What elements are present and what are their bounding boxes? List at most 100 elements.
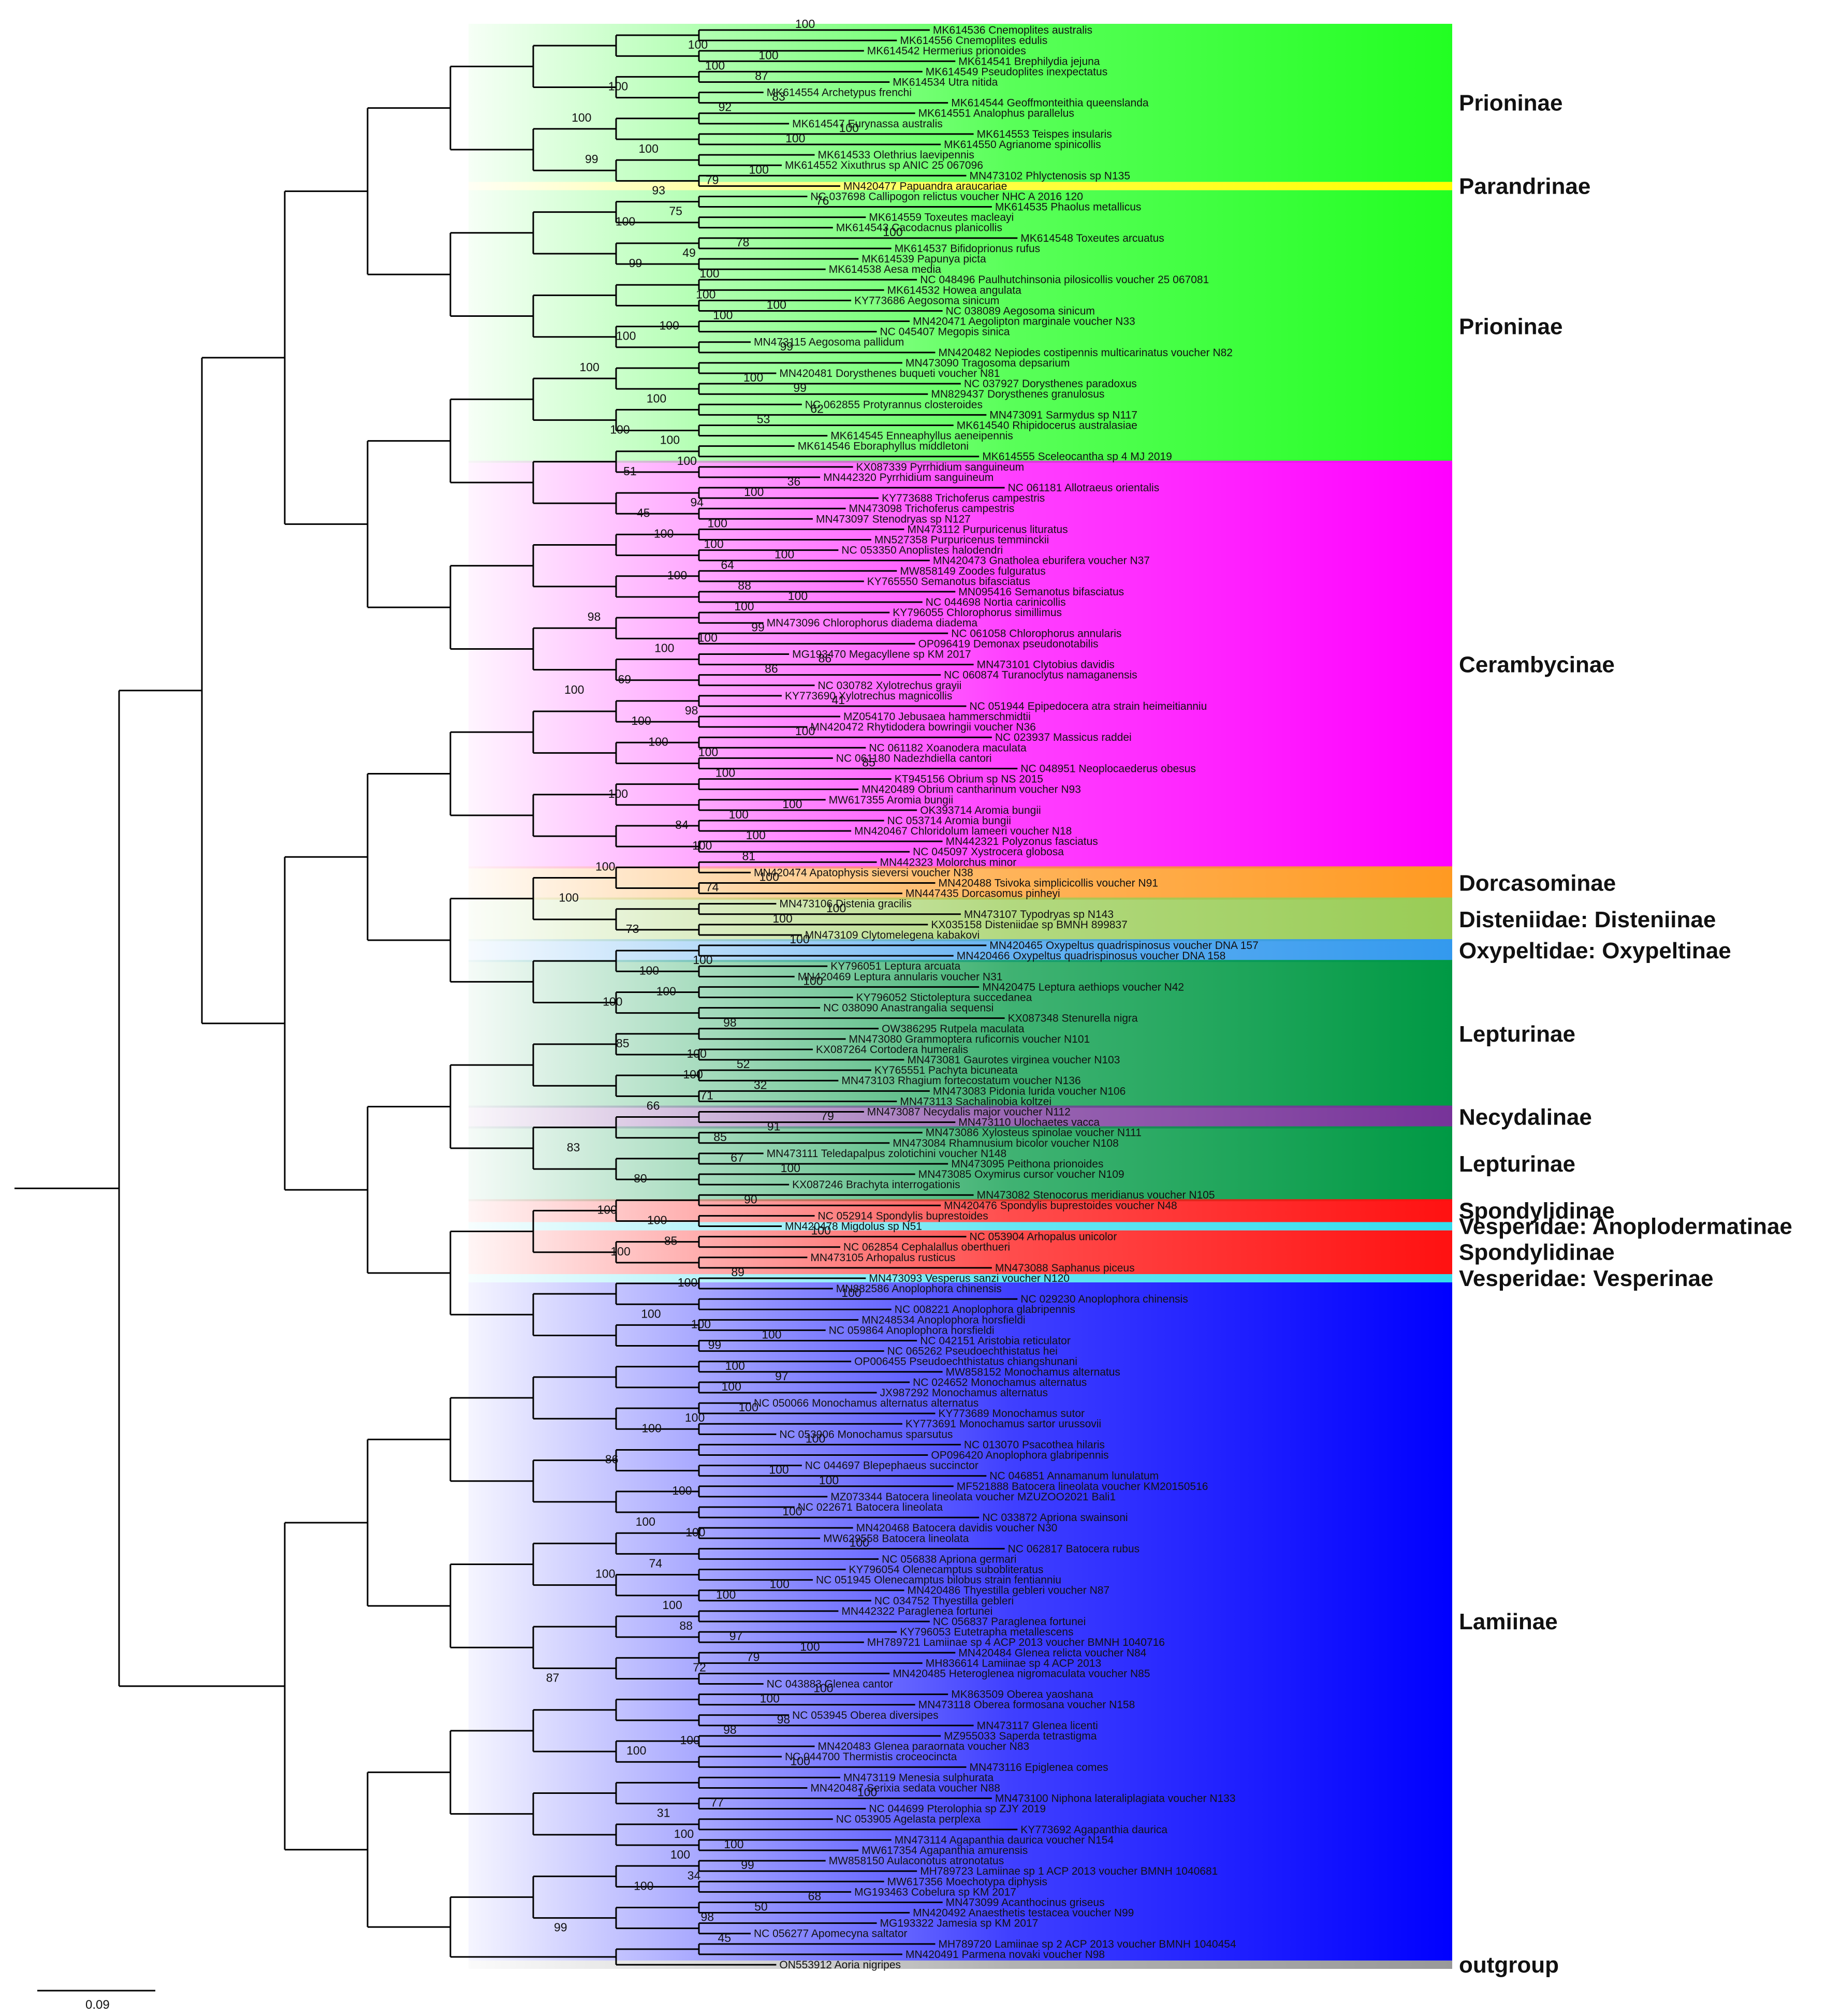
taxon-label: MW617355 Aromia bungii xyxy=(829,794,953,806)
taxon-label: OW386295 Rutpela maculata xyxy=(882,1023,1025,1035)
bootstrap-value: 100 xyxy=(616,329,636,343)
taxon-label: KT945156 Obrium sp NS 2015 xyxy=(895,773,1043,785)
bootstrap-value: 100 xyxy=(687,1047,707,1060)
bootstrap-value: 41 xyxy=(832,693,845,707)
bootstrap-value: 68 xyxy=(808,1890,822,1903)
bootstrap-value: 100 xyxy=(608,80,628,93)
taxon-label: NC 044700 Thermistis croceocincta xyxy=(785,1751,957,1763)
taxon-label: MK614539 Papunya picta xyxy=(861,253,986,265)
bootstrap-value: 100 xyxy=(715,766,735,780)
clade-label-oxy: Oxypeltidae: Oxypeltinae xyxy=(1459,938,1731,963)
taxon-label: MN473114 Agapanthia daurica voucher N154 xyxy=(895,1834,1114,1846)
taxon-label: MK614538 Aesa media xyxy=(829,264,941,275)
taxon-label: MN420492 Anaesthetis testacea voucher N9… xyxy=(913,1907,1134,1919)
taxon-label: MN473081 Gaurotes virginea voucher N103 xyxy=(908,1054,1120,1066)
taxon-label: MG193322 Jamesia sp KM 2017 xyxy=(880,1918,1039,1930)
bootstrap-value: 90 xyxy=(744,1192,757,1206)
taxon-label: NC 043883 Glenea cantor xyxy=(767,1678,893,1690)
taxon-label: NC 061181 Allotraeus orientalis xyxy=(1008,482,1160,494)
taxon-label: MN420482 Nepiodes costipennis multicarin… xyxy=(939,347,1233,359)
bootstrap-value: 100 xyxy=(806,1431,825,1445)
taxon-label: NC 033872 Apriona swainsoni xyxy=(982,1512,1128,1524)
bootstrap-value: 100 xyxy=(674,1827,694,1840)
bootstrap-value: 100 xyxy=(826,901,846,915)
taxon-label: KY773688 Trichoferus campestris xyxy=(882,492,1045,504)
taxon-label: KX035158 Disteniidae sp BMNH 899837 xyxy=(931,919,1127,931)
bootstrap-value: 99 xyxy=(741,1858,754,1872)
bootstrap-value: 80 xyxy=(634,1172,647,1185)
bootstrap-value: 100 xyxy=(785,132,805,145)
bootstrap-value: 69 xyxy=(618,673,632,686)
taxon-label: KY796054 Olenecamptus subobliteratus xyxy=(849,1564,1044,1576)
taxon-label: MZ955033 Saperda tetrastigma xyxy=(944,1730,1097,1742)
taxon-label: KY765551 Pachyta bicuneata xyxy=(874,1064,1018,1076)
bootstrap-value: 100 xyxy=(883,225,902,239)
taxon-label: MN420484 Glenea relicta voucher N84 xyxy=(958,1647,1146,1659)
taxon-label: OP006455 Pseudoechthistatus chiangshunan… xyxy=(854,1356,1077,1368)
taxon-label: NC 034752 Thyestilla gebleri xyxy=(874,1595,1014,1607)
taxon-label: MK614551 Analophus parallelus xyxy=(918,108,1074,120)
bootstrap-value: 100 xyxy=(758,48,778,62)
taxon-label: MN473115 Aegosoma pallidum xyxy=(754,337,904,348)
taxon-label: MK614559 Toxeutes macleayi xyxy=(869,212,1014,224)
clade-label-spond1: Spondylidinae xyxy=(1459,1198,1615,1223)
taxon-label: NC 060874 Turanoclytus namaganensis xyxy=(944,669,1137,681)
bootstrap-value: 100 xyxy=(760,1692,780,1705)
taxon-label: NC 024652 Monochamus alternatus xyxy=(913,1377,1087,1389)
taxon-label: NC 050066 Monochamus alternatus alternat… xyxy=(754,1397,978,1409)
bootstrap-value: 100 xyxy=(813,1682,833,1695)
clade-label-disten: Disteniidae: Disteniinae xyxy=(1459,907,1716,932)
taxon-label: MK614550 Agrianome spinicollis xyxy=(944,139,1101,151)
bootstrap-value: 100 xyxy=(743,371,763,384)
taxon-label: MW858149 Zoodes fulguratus xyxy=(900,565,1045,577)
bootstrap-value: 100 xyxy=(698,745,718,758)
taxon-label: NC 023937 Massicus raddei xyxy=(995,732,1132,743)
bootstrap-value: 100 xyxy=(839,121,859,135)
bootstrap-value: 100 xyxy=(775,548,794,561)
bootstrap-value: 100 xyxy=(641,1421,661,1435)
taxon-label: MK863509 Oberea yaoshana xyxy=(951,1689,1093,1701)
taxon-label: MH789723 Lamiinae sp 1 ACP 2013 voucher … xyxy=(920,1865,1218,1877)
taxon-label: MN473087 Necydalis major voucher N112 xyxy=(867,1106,1071,1118)
taxon-label: MK614555 Sceleocantha sp 4 MJ 2019 xyxy=(982,451,1172,463)
clade-label-vvesp: Vesperidae: Vesperinae xyxy=(1459,1266,1714,1291)
taxon-label: MN473101 Clytobius davidis xyxy=(977,659,1115,671)
taxon-label: MK614545 Enneaphyllus aeneipennis xyxy=(830,430,1013,442)
bootstrap-value: 100 xyxy=(722,1380,741,1393)
bootstrap-value: 87 xyxy=(755,69,768,83)
bootstrap-value: 100 xyxy=(559,891,578,904)
taxon-label: MK614553 Teispes insularis xyxy=(977,128,1112,140)
taxon-label: MN473093 Vesperus sanzi voucher N120 xyxy=(869,1273,1070,1284)
bootstrap-value: 72 xyxy=(693,1660,706,1674)
bootstrap-value: 100 xyxy=(782,1504,802,1518)
clade-label-ceramb: Cerambycinae xyxy=(1459,652,1615,678)
bootstrap-value: 52 xyxy=(737,1057,750,1071)
taxon-label: MN248534 Anoplophora horsfieldi xyxy=(861,1314,1025,1326)
taxon-label: KY773692 Agapanthia daurica xyxy=(1020,1824,1167,1836)
taxon-label: NC 030782 Xylotrechus grayii xyxy=(818,680,962,692)
taxon-label: NC 044698 Nortia carinicollis xyxy=(926,596,1066,608)
taxon-label: MN473084 Rhamnusium bicolor voucher N108 xyxy=(893,1137,1119,1149)
taxon-label: MH789721 Lamiinae sp 4 ACP 2013 voucher … xyxy=(867,1637,1165,1648)
taxon-label: NC 056277 Apomecyna saltator xyxy=(754,1928,908,1940)
bootstrap-value: 100 xyxy=(790,932,809,946)
bootstrap-value: 100 xyxy=(795,724,815,738)
taxon-label: MK614542 Hermerius prionoides xyxy=(867,45,1026,57)
taxon-label: NC 059864 Anoplophora horsfieldi xyxy=(829,1324,995,1336)
taxon-label: MN473100 Niphona lateraliplagiata vouche… xyxy=(995,1793,1236,1805)
bootstrap-value: 100 xyxy=(685,1411,705,1424)
taxon-label: KY773690 Xylotrechus magnicollis xyxy=(785,690,952,702)
bootstrap-value: 45 xyxy=(718,1931,732,1945)
bootstrap-value: 100 xyxy=(762,1328,781,1341)
bootstrap-value: 100 xyxy=(767,298,786,312)
taxon-label: MZ073344 Batocera lineolata voucher MZUZ… xyxy=(830,1491,1116,1503)
bootstrap-value: 92 xyxy=(719,100,732,114)
bootstrap-value: 100 xyxy=(683,1068,703,1081)
bootstrap-value: 86 xyxy=(605,1453,619,1466)
clade-label-dorca: Dorcasominae xyxy=(1459,871,1616,896)
taxon-label: MK614541 Brephilydia jejuna xyxy=(958,55,1100,67)
taxon-label: MN473088 Saphanus piceus xyxy=(995,1262,1135,1274)
bootstrap-value: 100 xyxy=(811,1224,831,1237)
taxon-label: NC 044699 Pterolophia sp ZJY 2019 xyxy=(869,1803,1046,1815)
